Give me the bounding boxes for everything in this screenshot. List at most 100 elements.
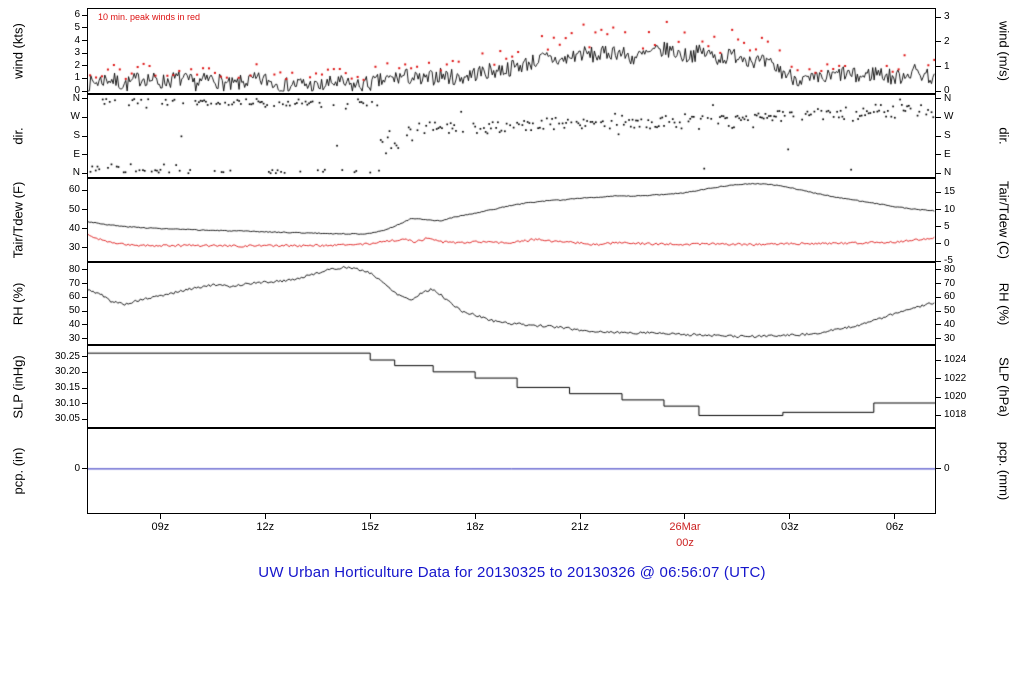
ytick-label-tair-right: 0 <box>944 237 950 249</box>
axis-title-tair-right: Tair/Tdew (C) <box>996 180 1012 260</box>
ytick-tair-left <box>82 228 87 230</box>
axis-title-slp-right: SLP (hPa) <box>996 356 1012 417</box>
ytick-slp-right <box>936 414 941 416</box>
ytick-label-slp-right: 1018 <box>944 409 967 421</box>
ytick-pcp-right <box>936 468 941 470</box>
ytick-rh-right <box>936 283 941 285</box>
axis-title-dir-left: dir. <box>10 127 26 145</box>
ytick-wind-left <box>82 65 87 67</box>
ytick-label-rh-left: 50 <box>68 305 80 317</box>
ytick-label-dir-right: W <box>944 111 954 123</box>
ytick-label-wind-left: 5 <box>74 21 80 33</box>
ytick-label-tair-left: 30 <box>68 241 80 253</box>
ytick-label-dir-left: E <box>73 148 80 160</box>
ytick-label-wind-left: 3 <box>74 47 80 59</box>
ytick-slp-left <box>82 387 87 389</box>
ytick-wind-left <box>82 52 87 54</box>
ytick-slp-left <box>82 356 87 358</box>
xtick-sublabel-00z: 00z <box>676 537 694 549</box>
xtick-label-12z: 12z <box>256 521 275 533</box>
ytick-slp-left <box>82 418 87 420</box>
panel-canvas-wind <box>88 9 935 93</box>
ytick-label-pcp-left: 0 <box>74 462 80 474</box>
ytick-rh-right <box>936 324 941 326</box>
ytick-label-slp-left: 30.15 <box>54 382 80 394</box>
ytick-pcp-left <box>82 468 87 470</box>
panel-slp <box>87 345 936 428</box>
ytick-tair-left <box>82 189 87 191</box>
ytick-label-slp-left: 30.20 <box>54 366 80 378</box>
ytick-tair-right <box>936 243 941 245</box>
ytick-label-slp-left: 30.25 <box>54 350 80 362</box>
ytick-label-wind-left: 6 <box>74 9 80 21</box>
ytick-label-wind-left: 4 <box>74 34 80 46</box>
ytick-dir-left <box>82 172 87 174</box>
ytick-label-dir-left: N <box>72 167 80 179</box>
ytick-wind-left <box>82 77 87 79</box>
ytick-tair-left <box>82 209 87 210</box>
ytick-label-rh-left: 80 <box>68 263 80 275</box>
panel-canvas-slp <box>88 346 935 427</box>
ytick-label-rh-right: 80 <box>944 263 956 275</box>
ytick-tair-right <box>936 260 941 262</box>
axis-title-wind-left: wind (kts) <box>10 23 26 79</box>
xtick-label-18z: 18z <box>466 521 484 533</box>
ytick-wind-right <box>936 66 941 68</box>
ytick-dir-right <box>936 135 941 137</box>
panel-rh <box>87 262 936 345</box>
ytick-label-slp-right: 1022 <box>944 372 967 384</box>
ytick-wind-left <box>82 14 87 16</box>
ytick-tair-left <box>82 247 87 249</box>
xtick-label-09z: 09z <box>151 521 170 533</box>
ytick-wind-right <box>936 90 941 92</box>
ytick-rh-right <box>936 338 941 339</box>
xtick-label-03z: 03z <box>780 521 799 533</box>
ytick-rh-left <box>82 310 87 312</box>
ytick-label-slp-left: 30.10 <box>54 397 80 409</box>
ytick-wind-right <box>936 16 941 18</box>
xtick-18z <box>474 514 476 519</box>
panel-canvas-dir <box>88 95 935 177</box>
ytick-label-rh-left: 30 <box>68 332 80 344</box>
ytick-label-rh-right: 60 <box>944 291 956 303</box>
ytick-label-slp-right: 1020 <box>944 391 967 403</box>
xtick-label-06z: 06z <box>885 521 904 533</box>
ytick-label-tair-right: 5 <box>944 220 950 232</box>
ytick-label-tair-left: 50 <box>68 203 80 215</box>
ytick-label-slp-left: 30.05 <box>54 413 80 425</box>
ytick-label-wind-right: 0 <box>944 85 950 97</box>
ytick-slp-right <box>936 359 941 361</box>
ytick-dir-left <box>82 135 87 137</box>
ytick-tair-right <box>936 226 941 228</box>
ytick-rh-right <box>936 269 941 271</box>
ytick-rh-left <box>82 324 87 326</box>
ytick-rh-right <box>936 296 941 298</box>
xtick-label-15z: 15z <box>361 521 380 533</box>
ytick-label-wind-right: 1 <box>944 60 950 72</box>
xtick-03z <box>789 514 791 519</box>
ytick-slp-left <box>82 371 87 373</box>
ytick-label-rh-right: 40 <box>944 318 956 330</box>
xtick-21z <box>579 514 581 519</box>
ytick-dir-right <box>936 172 941 174</box>
ytick-label-rh-right: 70 <box>944 277 956 289</box>
chart-title: UW Urban Horticulture Data for 20130325 … <box>258 564 766 581</box>
ytick-rh-left <box>82 269 87 271</box>
ytick-label-pcp-right: 0 <box>944 462 950 474</box>
ytick-slp-right <box>936 396 941 398</box>
panel-tair <box>87 178 936 262</box>
ytick-label-dir-left: S <box>73 130 80 141</box>
ytick-dir-left <box>82 116 87 118</box>
axis-title-pcp-right: pcp. (mm) <box>996 441 1012 501</box>
xtick-09z <box>159 514 161 519</box>
ytick-label-rh-left: 60 <box>68 291 80 303</box>
ytick-label-tair-left: 60 <box>68 184 80 196</box>
ytick-dir-right <box>936 98 941 100</box>
ytick-rh-left <box>82 296 87 298</box>
ytick-wind-left <box>82 90 87 92</box>
xtick-label-21z: 21z <box>571 521 589 533</box>
ytick-dir-right <box>936 154 941 156</box>
axis-title-rh-left: RH (%) <box>10 282 26 325</box>
axis-title-tair-left: Tair/Tdew (F) <box>10 181 26 259</box>
peak-wind-annotation: 10 min. peak winds in red <box>98 12 201 22</box>
